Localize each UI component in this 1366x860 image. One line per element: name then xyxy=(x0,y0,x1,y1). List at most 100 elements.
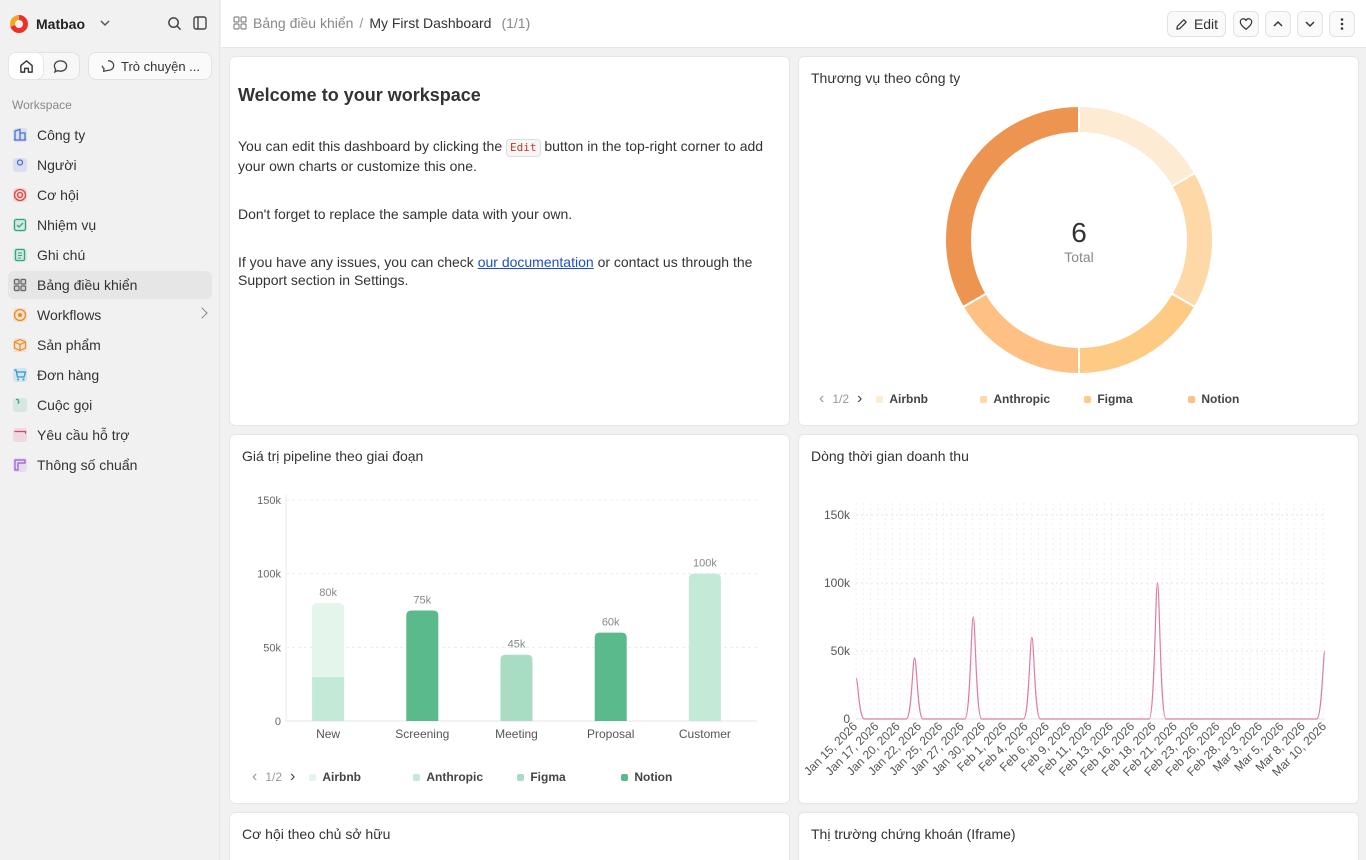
bar-segment[interactable] xyxy=(312,603,345,677)
sidebar-item[interactable]: Yêu cầu hỗ trợ xyxy=(8,421,212,449)
box-icon xyxy=(13,338,27,352)
bar-segment[interactable] xyxy=(500,654,533,721)
legend-swatch xyxy=(1188,395,1196,403)
legend-swatch xyxy=(621,773,629,781)
sidebar-item[interactable]: Sản phẩm xyxy=(8,331,212,359)
donut-slice[interactable] xyxy=(1170,171,1214,309)
donut-slice[interactable] xyxy=(961,292,1080,376)
bar-chart: 0 50k 100k 150k 80k New 75k Screening 45k Meeting… xyxy=(257,495,757,741)
previous-record-button[interactable] xyxy=(1265,11,1291,37)
collapse-sidebar-icon[interactable] xyxy=(191,14,209,32)
bar-segment[interactable] xyxy=(406,610,439,722)
bar-value-label: 75k xyxy=(413,595,431,607)
legend-page: 1/2 xyxy=(265,770,283,784)
sidebar-item-label: Cuộc gọi xyxy=(37,397,93,413)
breadcrumb-separator: / xyxy=(359,15,364,31)
welcome-p1-after: button in the top-right corner to add yo… xyxy=(238,138,764,174)
widget-title: Thị trường chứng khoán (Iframe) xyxy=(811,826,1016,842)
sidebar-item[interactable]: Người xyxy=(8,151,212,179)
chat-tab[interactable] xyxy=(43,53,77,79)
sidebar-item[interactable]: Thông số chuẩn xyxy=(8,451,212,479)
bar-segment[interactable] xyxy=(594,632,627,721)
chevron-right-icon[interactable]: › xyxy=(857,390,863,407)
chevron-left-icon[interactable]: ‹ xyxy=(252,768,258,785)
sidebar-item[interactable]: Ghi chú xyxy=(8,241,212,269)
sidebar-item-label: Thông số chuẩn xyxy=(37,457,138,473)
top-bar: Bảng điều khiển / My First Dashboard (1/… xyxy=(221,0,1366,48)
y-tick-label: 50k xyxy=(263,642,281,654)
chevron-left-icon[interactable]: ‹ xyxy=(819,390,825,407)
sidebar-item[interactable]: Bảng điều khiển xyxy=(8,271,212,299)
widget-title: Giá trị pipeline theo giai đoạn xyxy=(242,448,424,464)
next-record-button[interactable] xyxy=(1297,11,1323,37)
stock-market-widget: Thị trường chứng khoán (Iframe) xyxy=(798,812,1359,860)
chevron-right-icon[interactable] xyxy=(196,307,208,319)
pencil-icon xyxy=(1176,18,1187,30)
legend-label: Figma xyxy=(1097,392,1133,406)
search-icon[interactable] xyxy=(165,14,183,32)
donut-slice[interactable] xyxy=(1078,292,1197,376)
sidebar-item-label: Workflows xyxy=(37,307,102,323)
legend-swatch xyxy=(517,773,525,781)
chart-legend: ‹ 1/2 › Airbnb Anthropic Figma Notion xyxy=(819,390,1292,408)
legend-label: Notion xyxy=(1201,392,1240,406)
revenue-line[interactable] xyxy=(842,582,1339,720)
x-tick-label: Proposal xyxy=(587,727,634,741)
welcome-p3-after: or contact us through the Support sectio… xyxy=(238,254,753,288)
breadcrumb-parent[interactable]: Bảng điều khiển xyxy=(253,15,354,31)
favorite-button[interactable] xyxy=(1233,11,1259,37)
documentation-link[interactable]: our documentation xyxy=(477,254,594,270)
sidebar-item[interactable]: Workflows xyxy=(8,301,212,329)
more-vertical-icon xyxy=(1340,18,1344,30)
x-tick-label: New xyxy=(316,727,340,741)
new-chat-button[interactable]: Trò chuyện ... xyxy=(88,52,212,80)
more-options-button[interactable] xyxy=(1329,11,1355,37)
sidebar-item[interactable]: Cơ hội xyxy=(8,181,212,209)
legend-item[interactable]: Notion xyxy=(621,770,725,784)
legend-item[interactable]: Anthropic xyxy=(980,392,1084,406)
legend-item[interactable]: Figma xyxy=(1084,392,1188,406)
bar-segment[interactable] xyxy=(688,573,721,721)
widget-title: Thương vụ theo công ty xyxy=(811,70,961,86)
donut-total-value: 6 xyxy=(1071,217,1087,248)
breadcrumb-current: My First Dashboard xyxy=(369,15,492,31)
chat-plus-icon xyxy=(101,60,115,73)
bar-segment[interactable] xyxy=(312,676,345,721)
legend-item[interactable]: Airbnb xyxy=(309,770,413,784)
sidebar-item-label: Người xyxy=(37,157,77,173)
chevron-down-icon xyxy=(1305,21,1315,28)
legend-swatch xyxy=(980,395,988,403)
sidebar-item-label: Công ty xyxy=(37,127,86,143)
welcome-title: Welcome to your workspace xyxy=(238,85,481,105)
legend-item[interactable]: Airbnb xyxy=(876,392,980,406)
dashboard-icon xyxy=(233,16,247,30)
target-icon xyxy=(13,188,27,202)
legend-item[interactable]: Anthropic xyxy=(413,770,517,784)
revenue-timeline-widget: Dòng thời gian doanh thu 0 50k 100k 150k Jan… xyxy=(798,434,1359,804)
welcome-p1-before: You can edit this dashboard by clicking … xyxy=(238,138,503,154)
legend-pagination: ‹ 1/2 › xyxy=(252,768,295,786)
sidebar-item-label: Ghi chú xyxy=(37,247,86,263)
sidebar-item[interactable]: Cuộc gọi xyxy=(8,391,212,419)
chevron-right-icon[interactable]: › xyxy=(290,768,296,785)
ruler-icon xyxy=(13,458,27,472)
chat-bubble-icon xyxy=(53,59,67,73)
note-icon xyxy=(13,248,27,262)
sidebar-item[interactable]: Công ty xyxy=(8,121,212,149)
heart-icon xyxy=(1239,18,1253,31)
sidebar-item[interactable]: Nhiệm vụ xyxy=(8,211,212,239)
y-tick-label: 0 xyxy=(275,716,281,728)
home-tab[interactable] xyxy=(9,53,43,79)
legend-label: Airbnb xyxy=(322,770,362,784)
donut-slice[interactable] xyxy=(1078,104,1197,188)
donut-slice[interactable] xyxy=(944,104,1080,309)
user-icon xyxy=(13,158,27,172)
breadcrumb: Bảng điều khiển / My First Dashboard (1/… xyxy=(233,15,530,31)
legend-item[interactable]: Figma xyxy=(517,770,621,784)
legend-item[interactable]: Notion xyxy=(1188,392,1292,406)
sidebar-item[interactable]: Đơn hàng xyxy=(8,361,212,389)
edit-button[interactable]: Edit xyxy=(1167,11,1226,37)
welcome-p3-before: If you have any issues, you can check xyxy=(238,254,474,270)
workspace-switcher[interactable]: Matbao xyxy=(10,12,111,36)
